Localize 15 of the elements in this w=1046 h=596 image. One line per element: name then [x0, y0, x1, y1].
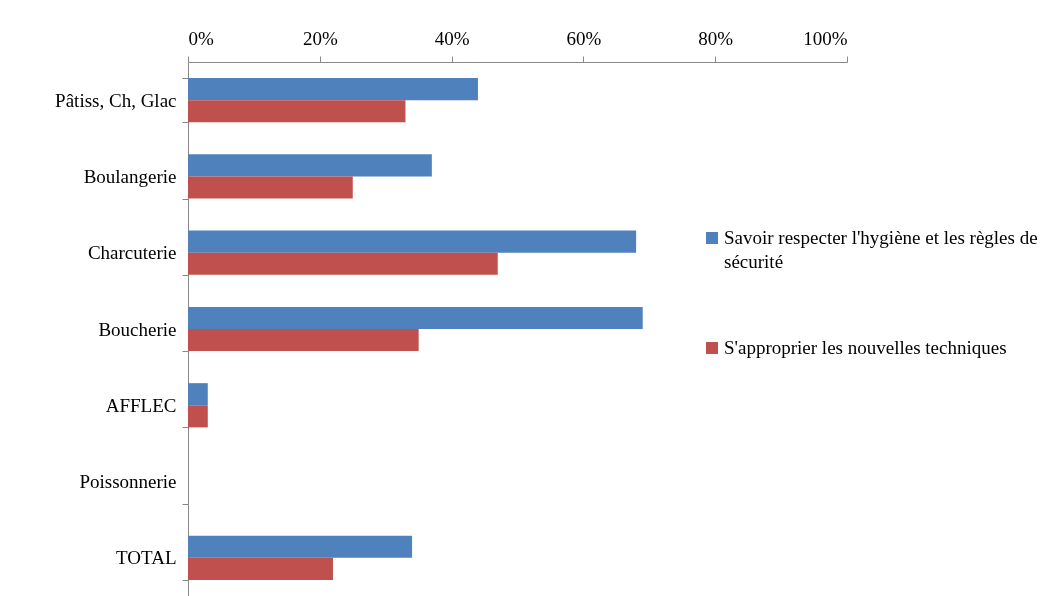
x-tick-label: 100% — [803, 27, 848, 49]
x-tick-label: 80% — [698, 27, 734, 49]
x-tick-label: 0% — [188, 27, 214, 49]
legend-label: Savoir respecter l'hygiène et les règles de sécurité — [724, 226, 1039, 274]
y-tick-label: Charcuterie — [87, 242, 177, 264]
y-tick-label: Boulangerie — [83, 165, 177, 187]
x-tick-label: 60% — [566, 27, 602, 49]
y-tick-label: Boucherie — [98, 318, 177, 340]
y-tick-label: Poissonnerie — [79, 471, 177, 493]
x-tick-label: 40% — [434, 27, 470, 49]
y-tick-label: Pâtiss, Ch, Glac — [55, 89, 177, 111]
x-tick-label: 20% — [302, 27, 338, 49]
legend-label: S'approprier les nouvelles techniques — [724, 336, 1007, 360]
y-tick-label: AFFLEC — [105, 394, 177, 416]
y-tick-label: TOTAL — [116, 547, 177, 569]
